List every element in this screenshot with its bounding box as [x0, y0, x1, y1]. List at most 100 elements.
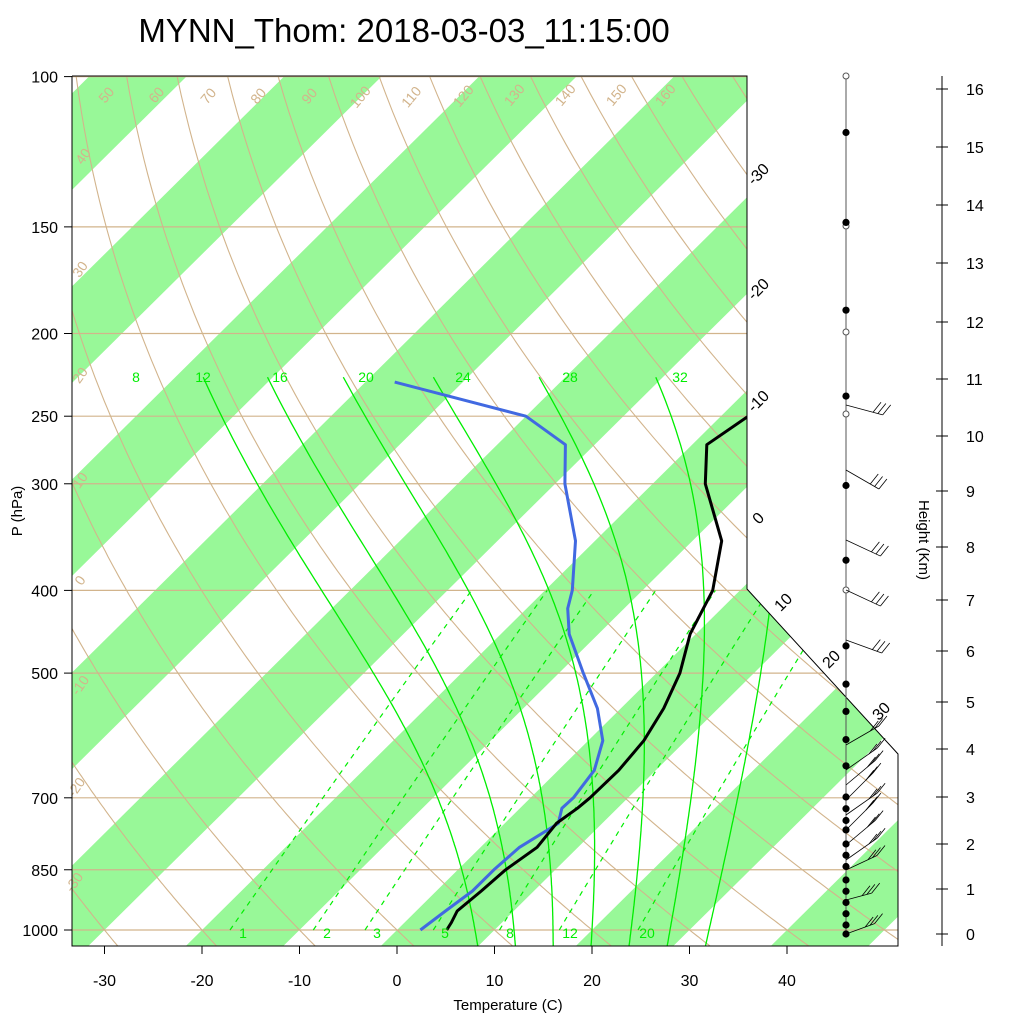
height-marker — [842, 921, 850, 929]
dry-adiabat — [770, 76, 898, 946]
isotherm-band — [573, 76, 898, 946]
wind-barb-feather — [881, 642, 891, 654]
wind-barb-feather — [872, 401, 882, 413]
mixing-ratio-lines — [229, 590, 841, 931]
wind-barb-feather — [874, 718, 883, 729]
moist-adiabat-label: 28 — [562, 369, 578, 385]
wind-barb — [845, 820, 876, 846]
wind-barb — [845, 837, 878, 861]
wind-barb-feather — [867, 756, 876, 768]
height-tick-label: 9 — [966, 484, 975, 501]
dry-adiabat-label: -20 — [64, 774, 89, 800]
dry-adiabat-label: 0 — [71, 572, 89, 588]
wind-barb-feather — [874, 476, 883, 487]
height-tick-label: 6 — [966, 644, 975, 661]
wind-barb — [845, 923, 875, 935]
x-tick-label: 20 — [583, 973, 601, 990]
mixing-ratio-line — [637, 590, 841, 931]
dry-adiabat-label: 110 — [398, 83, 425, 111]
isotherm-label: -30 — [745, 161, 773, 189]
temperature-line — [445, 380, 800, 931]
height-tick-label: 10 — [966, 429, 984, 446]
y-axis-label: P (hPa) — [9, 486, 26, 537]
dry-adiabat — [73, 76, 615, 946]
wind-barb-feather — [869, 915, 879, 926]
sounding-traces — [394, 380, 800, 932]
isotherm-label: 10 — [772, 590, 797, 615]
height-marker — [842, 851, 850, 859]
wind-barb-feather — [866, 884, 876, 895]
mixing-ratio-label: 3 — [373, 925, 381, 941]
wind-barb — [845, 589, 881, 607]
y-tick-label: 700 — [31, 791, 58, 808]
wind-barb-feather — [869, 766, 878, 777]
wind-barb-feather — [869, 473, 879, 485]
dry-adiabat — [72, 76, 417, 946]
wind-barb — [845, 792, 878, 816]
height-marker — [842, 887, 850, 895]
height-marker — [842, 392, 850, 400]
moist-adiabat — [342, 376, 554, 946]
x-axis-label: Temperature (C) — [453, 997, 562, 1014]
height-tick-label: 11 — [966, 372, 983, 389]
y-tick-label: 200 — [31, 326, 58, 343]
wind-barb-feather — [874, 750, 884, 761]
height-marker — [842, 556, 850, 564]
wind-barb-feather — [874, 913, 883, 924]
y-tick-label: 250 — [31, 409, 58, 426]
wind-barb-feather — [882, 404, 892, 416]
mixing-ratio-line — [558, 590, 770, 931]
chart-annotations: 50 60 70 80 90 100 110 120 130 140 150 160403020100… — [62, 81, 895, 941]
wind-barb-feather — [865, 799, 875, 811]
dry-adiabat — [471, 76, 898, 946]
wind-barb-feather — [872, 762, 882, 774]
wind-barb — [845, 725, 880, 746]
wind-barb-feather — [877, 403, 887, 414]
height-tick-label: 5 — [966, 695, 975, 712]
moist-adiabat — [266, 376, 517, 946]
height-marker — [842, 642, 850, 650]
height-marker — [842, 862, 850, 871]
wind-barb-feather — [876, 827, 886, 839]
height-marker — [842, 793, 850, 801]
wind-barb-feather — [872, 740, 882, 752]
wind-barb-feather — [865, 769, 875, 781]
moist-adiabat-label: 16 — [272, 369, 288, 385]
height-marker — [842, 876, 850, 884]
wind-barb — [845, 404, 883, 416]
chart-title: MYNN_Thom: 2018-03-03_11:15:00 — [138, 12, 669, 49]
moist-adiabat-label: 20 — [358, 369, 374, 385]
height-marker — [842, 72, 850, 80]
x-tick-label: 40 — [778, 973, 796, 990]
plot-frame — [71, 75, 899, 947]
wind-barb — [845, 760, 876, 786]
height-marker — [842, 306, 850, 314]
dry-adiabat — [322, 76, 898, 946]
wind-barb-feather — [876, 641, 886, 652]
height-marker — [842, 410, 850, 418]
wind-barb — [845, 855, 878, 871]
x-tick-label: -10 — [288, 973, 311, 990]
height-tick-label: 2 — [966, 837, 975, 854]
wind-barb — [845, 469, 880, 490]
mixing-ratio-label: 1 — [239, 925, 247, 941]
height-tick-label: 0 — [966, 927, 975, 944]
height-marker — [842, 898, 850, 907]
y-axis: 100 150 200 250 300 400 500 700 850 1000 — [22, 70, 72, 940]
wind-barb-feather — [880, 545, 889, 557]
moist-adiabat — [432, 376, 596, 946]
height-tick-label: 4 — [966, 742, 975, 759]
y-tick-label: 100 — [31, 70, 58, 87]
y-tick-label: 150 — [31, 220, 58, 237]
isotherm-bands — [72, 76, 898, 946]
height-marker — [842, 218, 850, 226]
height-marker — [842, 805, 850, 813]
wind-barb-feather — [878, 715, 888, 727]
wind-barb-feather — [871, 639, 881, 650]
mixing-ratio-label: 2 — [323, 925, 331, 941]
wind-barb — [845, 802, 874, 831]
moist-adiabat — [202, 376, 479, 946]
y-tick-label: 850 — [31, 863, 58, 880]
wind-barb-feather — [872, 847, 881, 858]
isotherm-band — [72, 76, 596, 946]
